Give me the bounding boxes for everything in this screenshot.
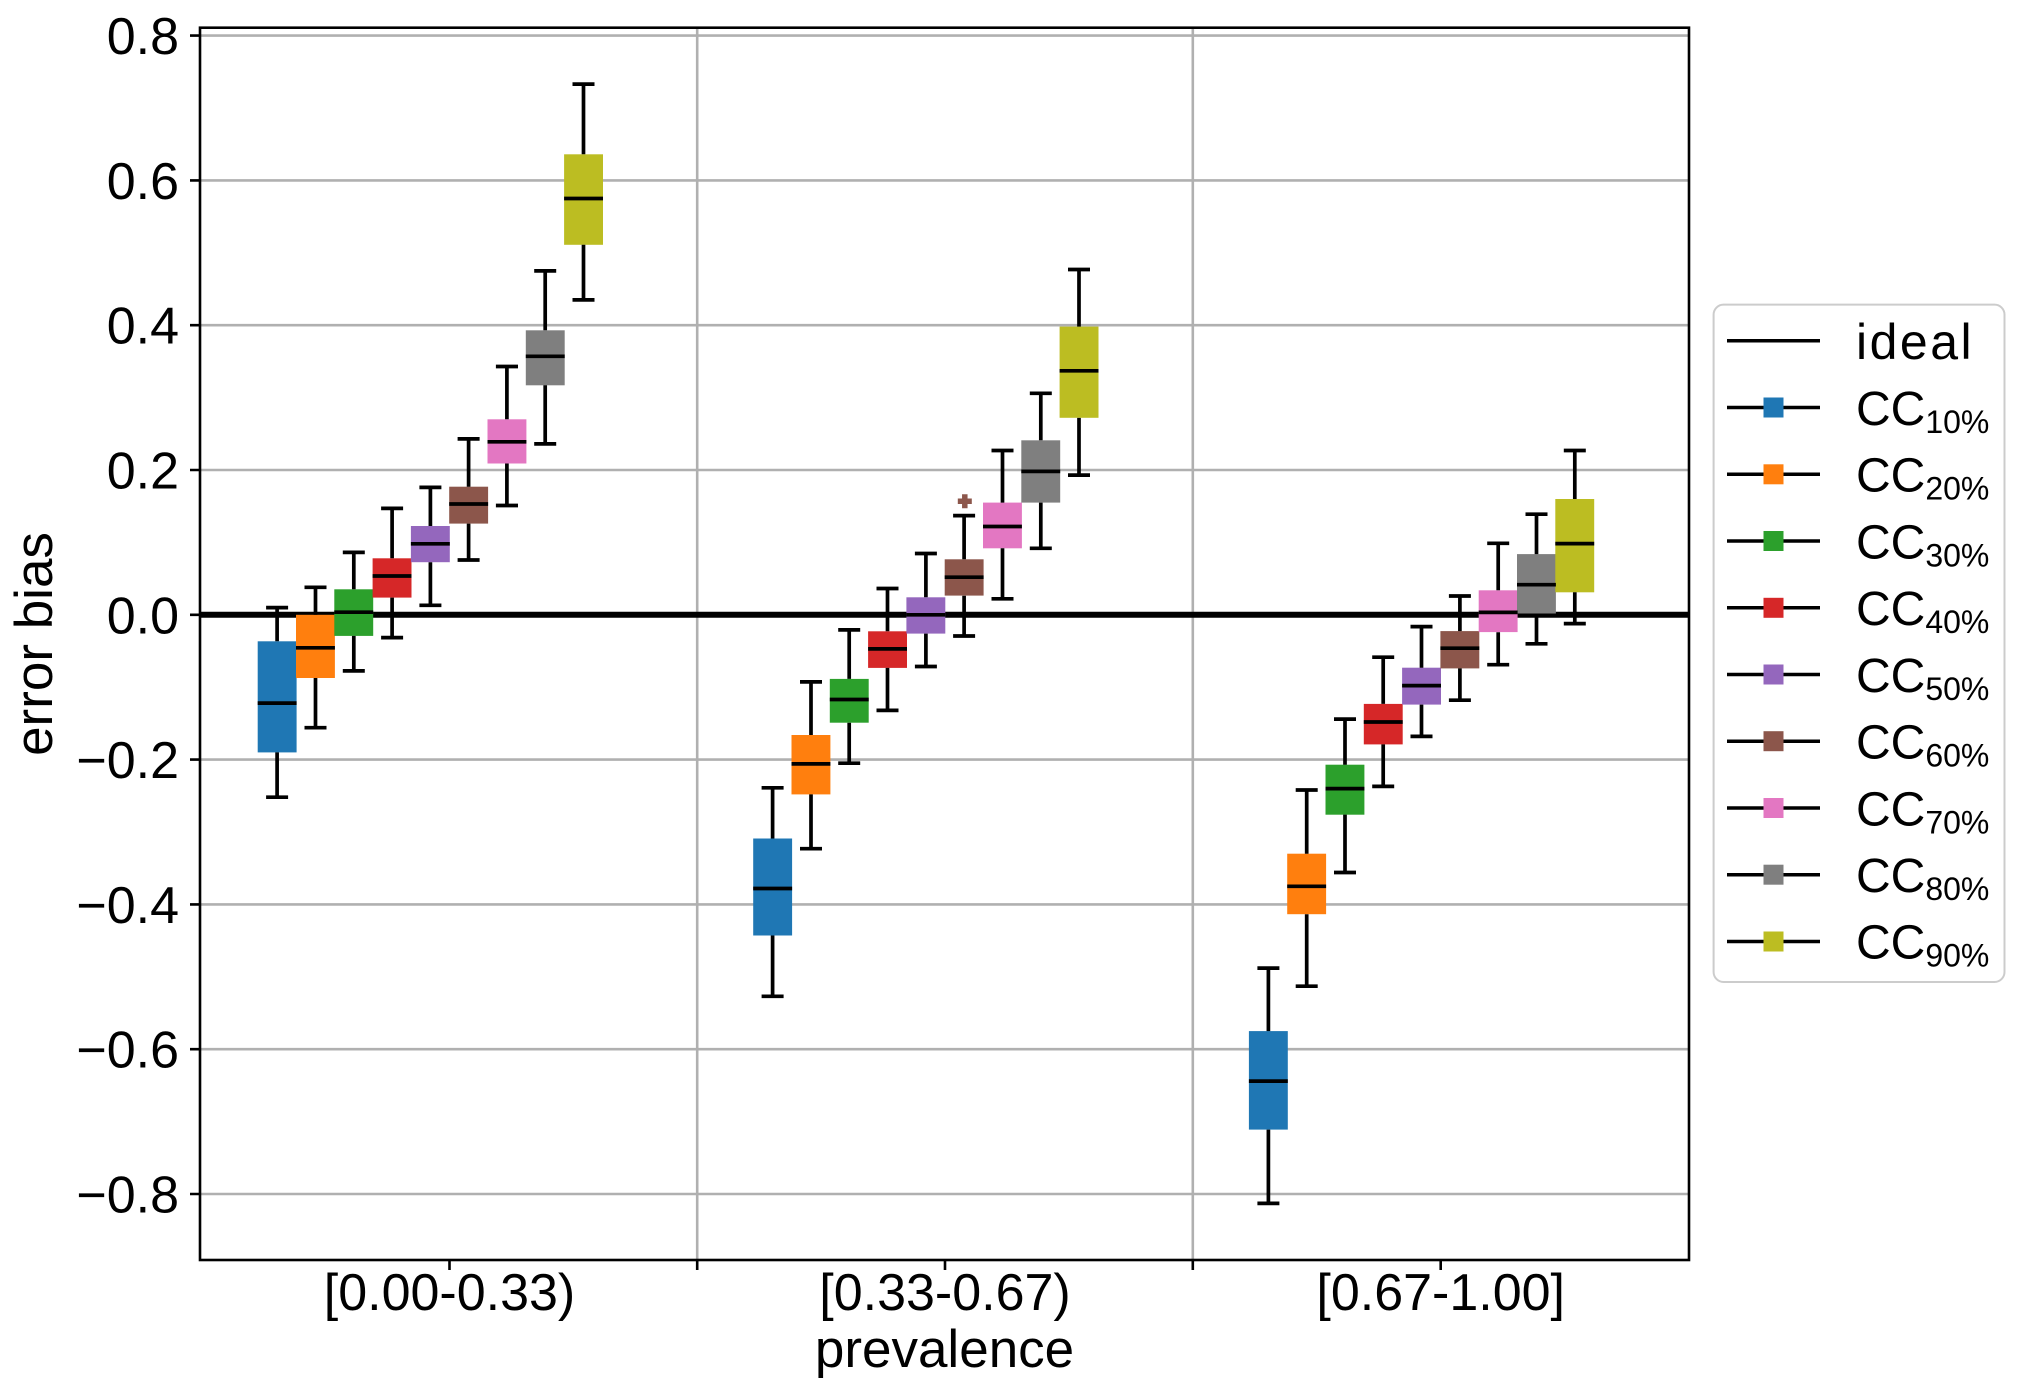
svg-text:[0.00-0.33): [0.00-0.33) — [324, 1264, 576, 1322]
svg-text:CC70%: CC70% — [1856, 783, 1989, 840]
svg-text:0.4: 0.4 — [107, 298, 179, 356]
svg-text:[0.33-0.67): [0.33-0.67) — [819, 1264, 1071, 1322]
svg-text:0.0: 0.0 — [107, 587, 179, 645]
svg-text:−0.8: −0.8 — [76, 1167, 179, 1225]
svg-text:ideal: ideal — [1856, 314, 1974, 370]
svg-text:prevalence: prevalence — [815, 1320, 1074, 1379]
svg-text:−0.6: −0.6 — [76, 1022, 179, 1080]
svg-text:0.8: 0.8 — [107, 8, 179, 66]
svg-text:CC20%: CC20% — [1856, 450, 1989, 507]
svg-text:0.2: 0.2 — [107, 443, 179, 501]
svg-text:[0.67-1.00]: [0.67-1.00] — [1316, 1264, 1565, 1322]
svg-text:−0.4: −0.4 — [76, 877, 179, 935]
svg-text:CC30%: CC30% — [1856, 516, 1989, 573]
svg-text:0.6: 0.6 — [107, 153, 179, 211]
svg-text:error bias: error bias — [5, 532, 64, 756]
svg-text:−0.2: −0.2 — [76, 732, 179, 790]
svg-text:CC40%: CC40% — [1856, 583, 1989, 640]
